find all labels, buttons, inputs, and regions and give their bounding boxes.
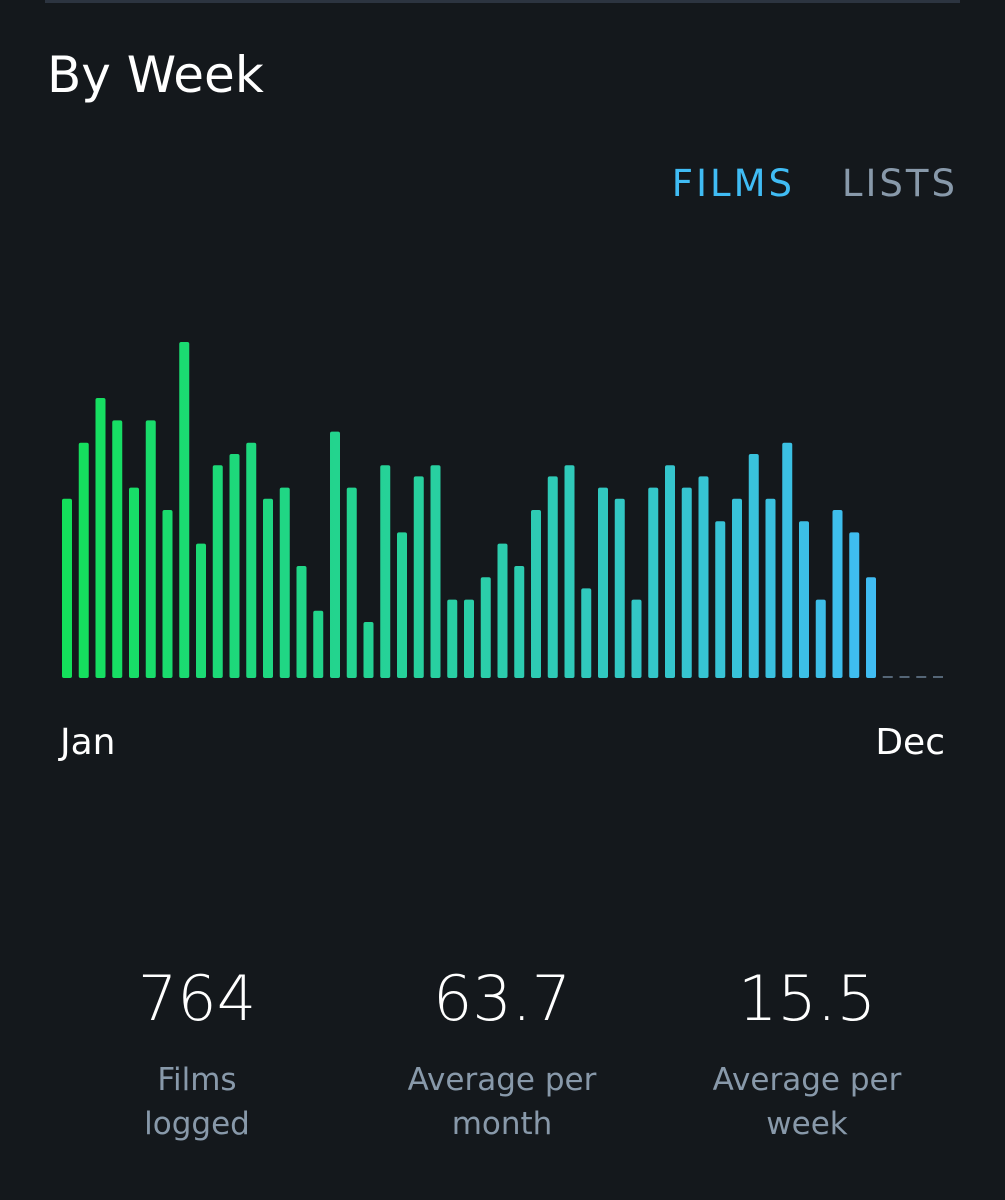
stat: 764 Films logged [47,968,347,1146]
stat: 63.7 Average per month [352,968,652,1146]
bar [279,487,290,678]
stat: 15.5 Average per week [657,968,957,1146]
stat-label: Average per week [712,1062,902,1142]
bar [815,599,826,678]
bar [799,521,809,678]
bar [196,543,206,678]
bar [145,420,156,678]
bar [514,566,525,678]
bar [547,476,558,678]
bar [263,498,273,678]
bar [212,465,223,678]
bar [112,420,123,678]
bar [430,465,441,678]
bar [162,510,173,678]
bar [832,510,843,678]
bar [397,532,407,678]
bar [497,543,508,678]
bar [715,521,726,678]
bar [447,599,458,678]
bar [598,487,608,678]
bar [129,487,139,678]
bar [380,465,391,678]
tab-films[interactable]: FILMS [671,162,795,205]
bar [179,342,190,678]
bar [62,498,72,678]
bar [78,442,89,678]
bar [296,566,307,678]
stat-value: 15.5 [737,962,877,1035]
divider [45,0,960,3]
bar [866,577,876,678]
bar [330,431,340,678]
stat-value: 63.7 [432,962,572,1035]
bar [246,442,257,678]
section-title: By Week [47,46,264,104]
bar [698,476,709,678]
bar [363,622,374,678]
bar [681,487,692,678]
bar [765,498,776,678]
bar [480,577,491,678]
bar [346,487,357,678]
bar [748,454,759,678]
stat-label: Films logged [144,1062,250,1142]
bar [413,476,424,678]
bar [581,588,592,678]
bar [564,465,575,678]
bar [229,454,240,678]
bar [665,465,675,678]
bar [614,498,625,678]
bar [464,599,474,678]
stat-label: Average per month [407,1062,597,1142]
x-start-label: Jan [60,722,116,763]
bar [531,510,541,678]
bar [648,487,659,678]
bar [95,398,106,678]
bar [732,498,742,678]
tab-lists[interactable]: LISTS [841,162,958,205]
x-end-label: Dec [875,722,945,763]
bar [313,610,324,678]
bar [849,532,860,678]
stat-value: 764 [137,962,257,1035]
chart [62,342,943,678]
bar [631,599,642,678]
bar [782,442,793,678]
